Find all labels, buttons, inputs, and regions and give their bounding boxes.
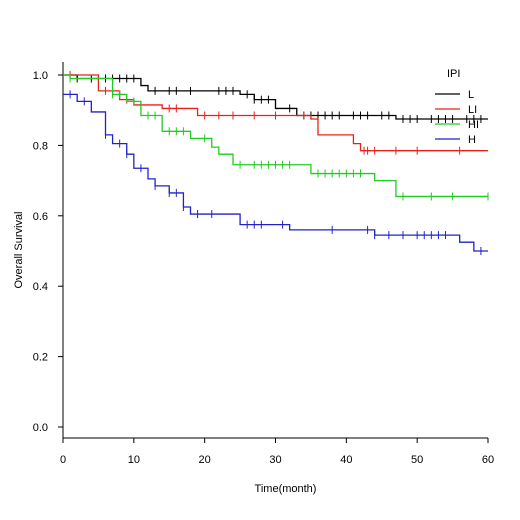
series-h: [63, 90, 488, 255]
x-tick-label: 60: [482, 454, 494, 466]
x-tick-label: 20: [199, 454, 211, 466]
x-tick-label: 30: [269, 454, 281, 466]
x-tick-label: 40: [340, 454, 352, 466]
series-layer: [63, 71, 489, 255]
legend: IPI L LI HI H: [435, 68, 479, 146]
x-tick-label: 50: [411, 454, 423, 466]
series-line-hi: [63, 74, 488, 198]
y-tick-label: 1.0: [33, 70, 48, 82]
x-tick-label: 10: [128, 454, 140, 466]
series-li: [63, 71, 488, 155]
series-line-l: [63, 74, 488, 120]
y-tick-label: 0.4: [33, 281, 48, 293]
legend-label: L: [468, 89, 474, 101]
y-axis-title: Overall Survival: [13, 211, 25, 288]
y-tick-label: 0.2: [33, 352, 48, 364]
x-axis-title: Time(month): [255, 483, 317, 495]
y-tick-label: 0.0: [33, 422, 48, 434]
x-tick-label: 0: [60, 454, 66, 466]
y-tick-label: 0.6: [33, 211, 48, 223]
legend-label: H: [468, 134, 476, 146]
y-tick-label: 0.8: [33, 140, 48, 152]
series-hi: [63, 74, 489, 201]
legend-title: IPI: [447, 68, 460, 80]
legend-label: HI: [468, 119, 479, 131]
series-l: [63, 74, 488, 123]
axes: 0 10 20 30 40 50 60 0.0 0.2 0.4 0.6 0.8 1.0 Time(mont…: [13, 62, 494, 495]
legend-label: LI: [468, 104, 477, 116]
